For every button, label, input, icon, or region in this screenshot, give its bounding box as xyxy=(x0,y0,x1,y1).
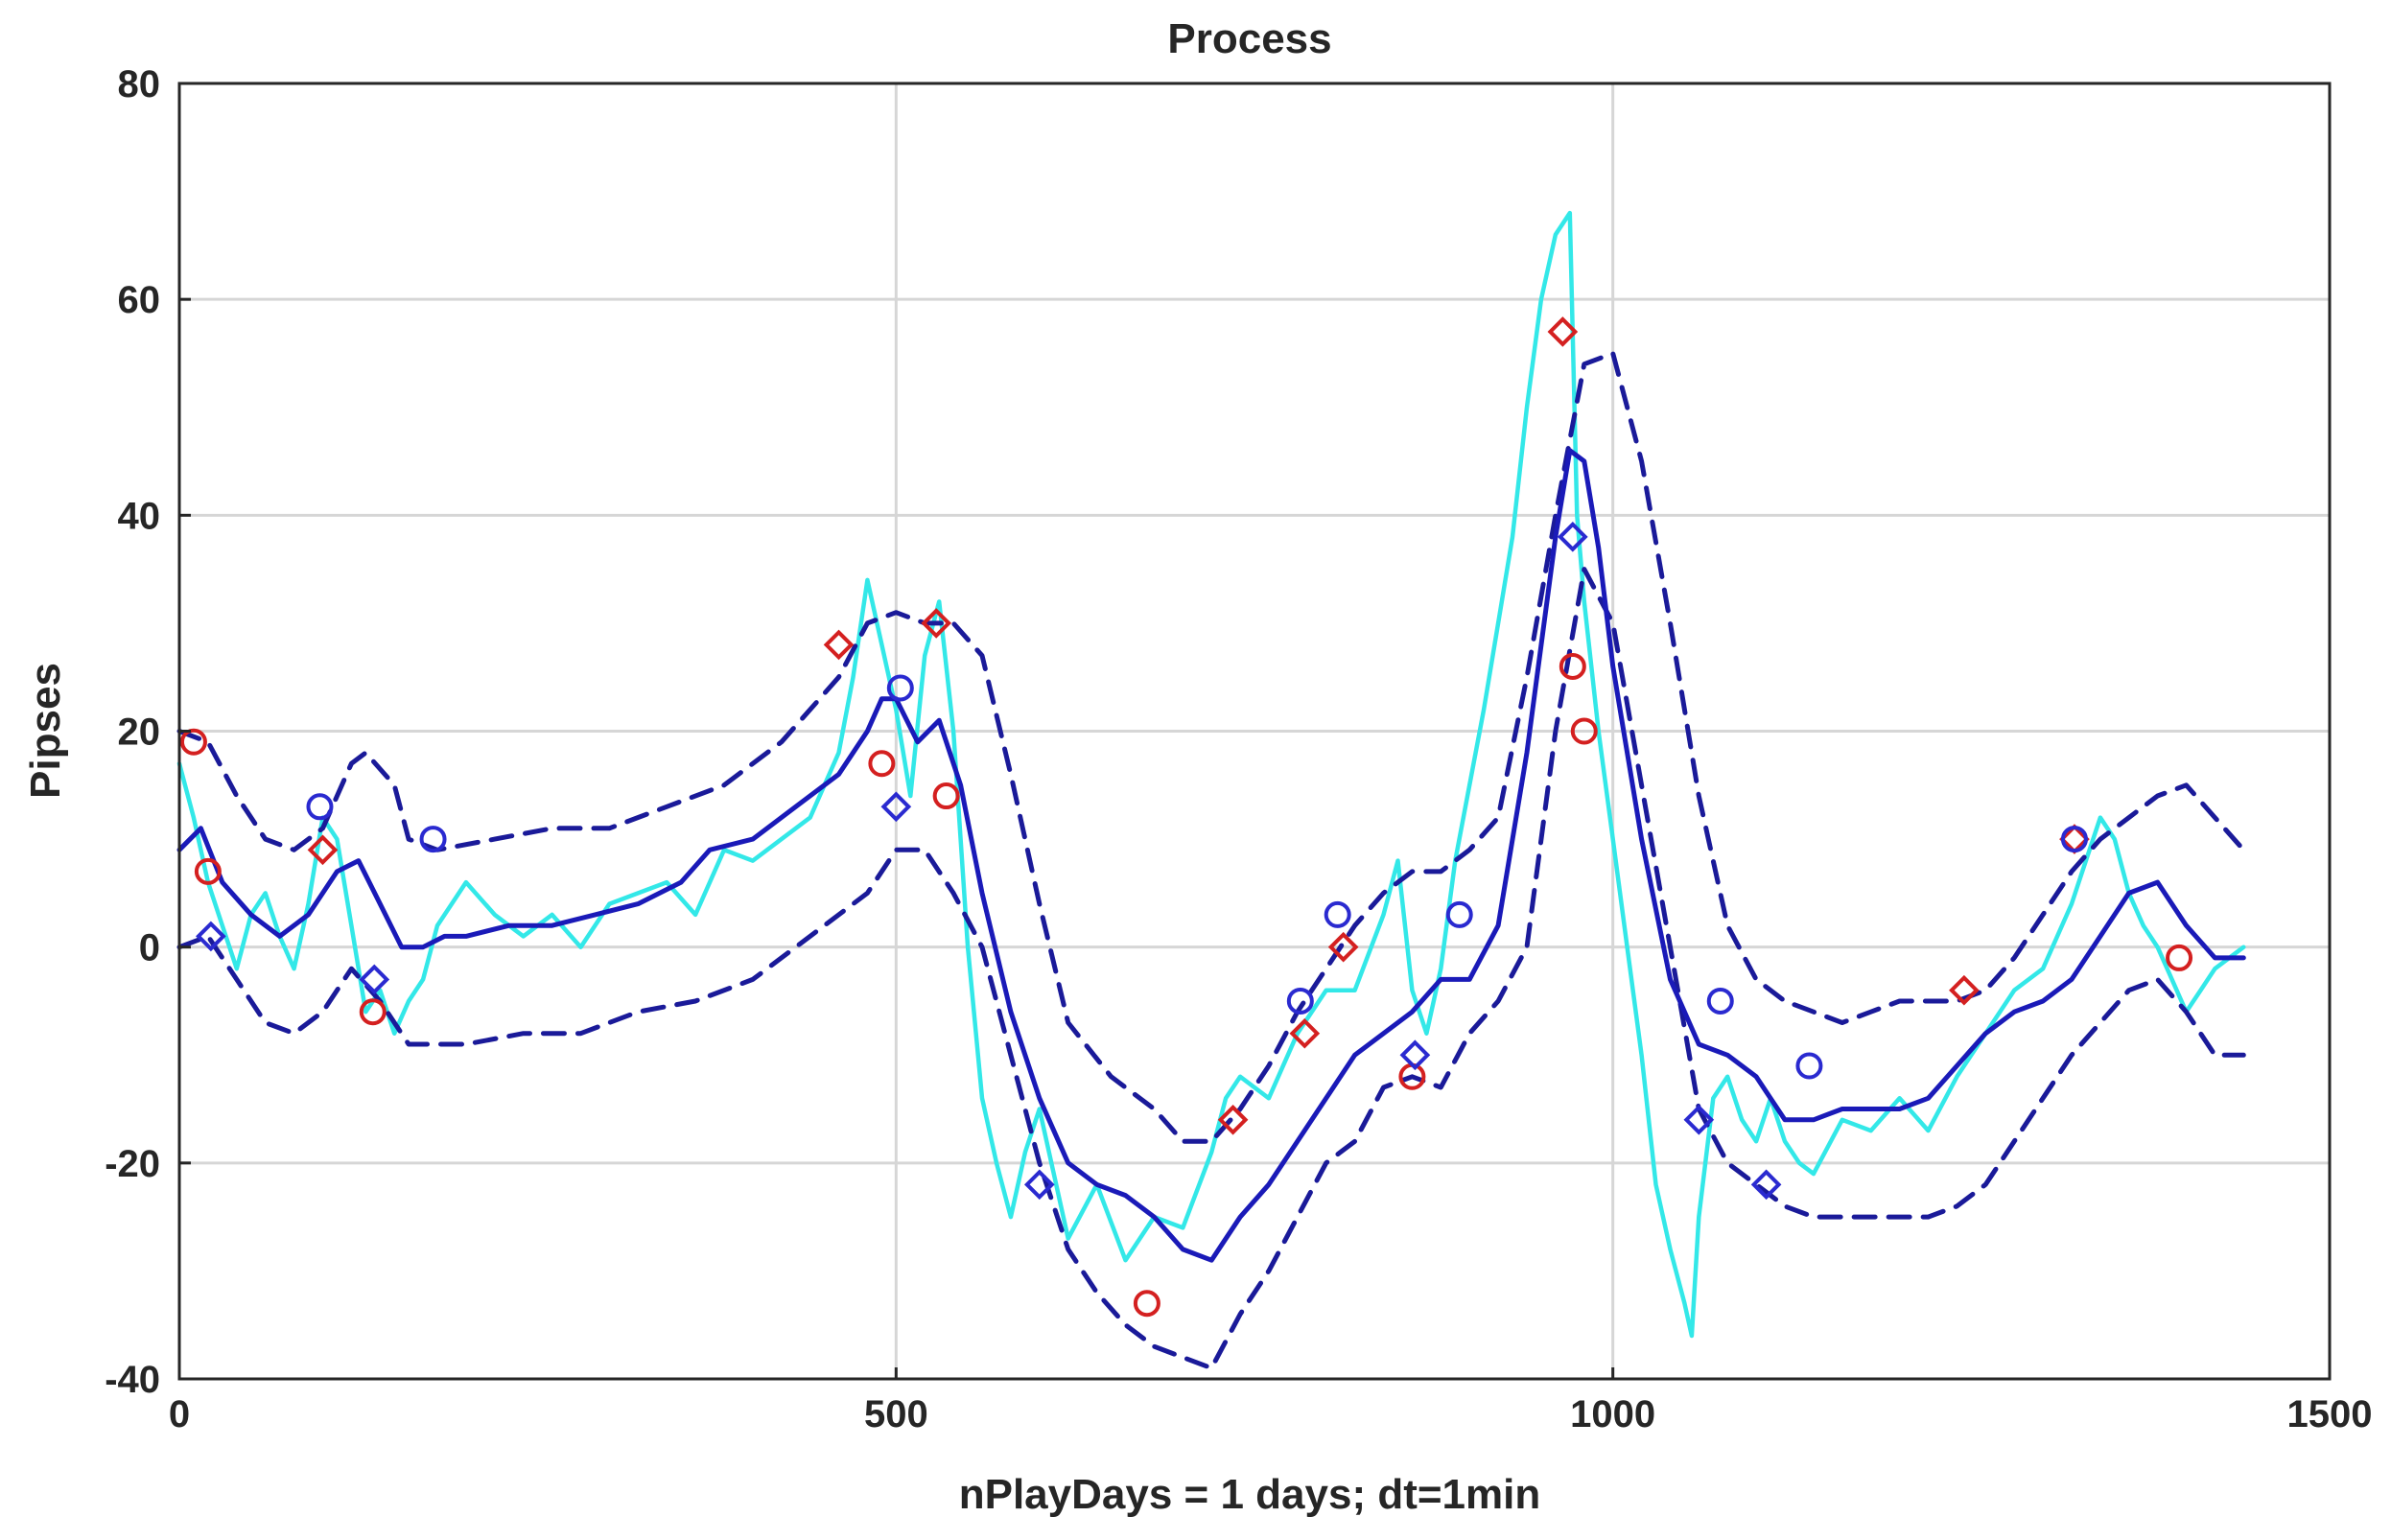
blue-circle-marker xyxy=(1324,900,1351,928)
blue-diamond-marker xyxy=(880,791,912,823)
x-tick-label: 0 xyxy=(169,1393,190,1435)
red-diamond-marker xyxy=(1289,1017,1321,1049)
blue-diamond-marker xyxy=(1399,1039,1431,1071)
blue-circle-marker xyxy=(1795,1052,1823,1080)
blue-circle-marker xyxy=(1706,987,1734,1015)
lower-band-line xyxy=(176,567,2246,1371)
x-tick-label: 1000 xyxy=(1570,1393,1655,1435)
y-tick-label: 40 xyxy=(118,495,161,537)
blue-diamond-marker xyxy=(1750,1169,1782,1201)
upper-band-line xyxy=(176,351,2246,1144)
red-diamond-marker xyxy=(1327,931,1359,963)
y-tick-label: 60 xyxy=(118,279,161,321)
blue-circle-marker xyxy=(886,674,914,702)
red-diamond-marker xyxy=(1547,316,1579,347)
red-circle-marker xyxy=(932,782,960,810)
x-axis-ticks: 0 500 1000 1500 xyxy=(169,1367,2373,1435)
x-tick-label: 500 xyxy=(864,1393,928,1435)
red-circle-marker xyxy=(194,857,222,885)
red-circle-marker xyxy=(359,998,387,1026)
red-diamond-marker xyxy=(1217,1104,1249,1135)
blue-circle-marker xyxy=(2060,826,2088,853)
x-axis-label: nPlayDays = 1 days; dt=1min xyxy=(959,1471,1541,1518)
smoothed-trend-line xyxy=(176,448,2246,1263)
red-circle-marker xyxy=(1133,1290,1160,1318)
blue-circle-marker xyxy=(306,793,334,821)
series-layer xyxy=(176,210,2246,1371)
red-circle-marker xyxy=(868,750,896,778)
red-diamond-marker xyxy=(921,608,952,639)
red-circle-marker xyxy=(2166,944,2193,971)
red-diamond-marker xyxy=(823,629,855,661)
blue-diamond-marker xyxy=(1557,522,1588,552)
y-tick-label: 80 xyxy=(118,63,161,105)
red-circle-marker xyxy=(179,728,207,756)
blue-diamond-marker xyxy=(1683,1104,1715,1135)
y-tick-label: -20 xyxy=(105,1143,160,1185)
grid-lines xyxy=(179,83,2330,1379)
y-axis-ticks: -40 -20 0 20 40 60 80 xyxy=(105,63,191,1401)
blue-diamond-marker xyxy=(1023,1169,1055,1201)
blue-diamond-marker xyxy=(196,921,226,952)
plot-area xyxy=(176,82,2332,1381)
y-tick-label: 20 xyxy=(118,712,161,754)
chart-title: Process xyxy=(1167,15,1331,62)
x-tick-label: 1500 xyxy=(2287,1393,2373,1435)
blue-circle-marker xyxy=(1445,900,1473,928)
y-tick-label: -40 xyxy=(105,1359,160,1401)
red-circle-marker xyxy=(1570,717,1598,745)
raw-process-line xyxy=(176,210,2246,1339)
blue-circle-marker xyxy=(1286,987,1314,1015)
y-tick-label: 0 xyxy=(139,927,160,969)
y-axis-label: Pipses xyxy=(22,663,69,799)
red-circle-marker xyxy=(1559,652,1586,680)
marker-layer xyxy=(179,316,2193,1318)
blue-circle-marker xyxy=(419,826,447,853)
red-diamond-marker xyxy=(307,834,339,866)
blue-diamond-marker xyxy=(359,964,390,995)
red-diamond-marker xyxy=(1949,974,1980,1006)
